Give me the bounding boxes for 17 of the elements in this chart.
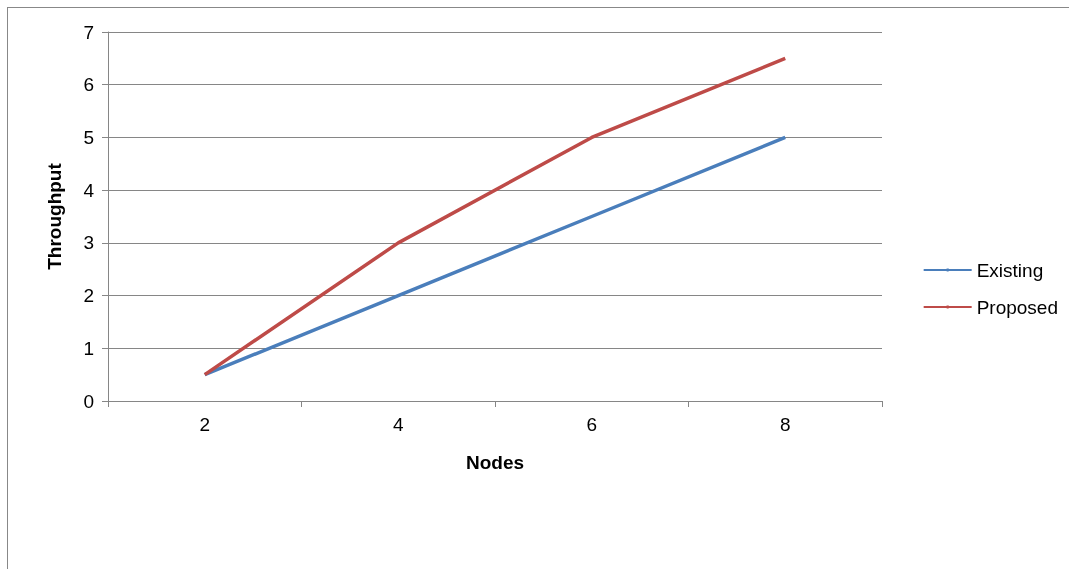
x-axis-title: Nodes [465, 452, 525, 473]
y-tick-label: 7 [83, 21, 94, 43]
x-tick-label: 2 [199, 414, 211, 435]
x-tick-label: 6 [586, 414, 598, 435]
legend-label: Proposed [976, 296, 1059, 318]
y-tick-label: 6 [83, 74, 94, 96]
y-tick-label: 5 [83, 126, 94, 148]
y-tick-label: 4 [83, 179, 95, 201]
y-axis-title: Throughput [44, 162, 65, 270]
y-tick-label: 2 [83, 285, 94, 307]
line-series [203, 56, 787, 377]
y-tick-label: 1 [83, 337, 94, 359]
x-tick-label: 8 [779, 414, 791, 435]
y-tick-label: 0 [83, 390, 94, 412]
x-tick-label: 4 [392, 414, 404, 435]
y-tick-label: 3 [83, 232, 94, 254]
legend-label: Existing [976, 259, 1044, 281]
